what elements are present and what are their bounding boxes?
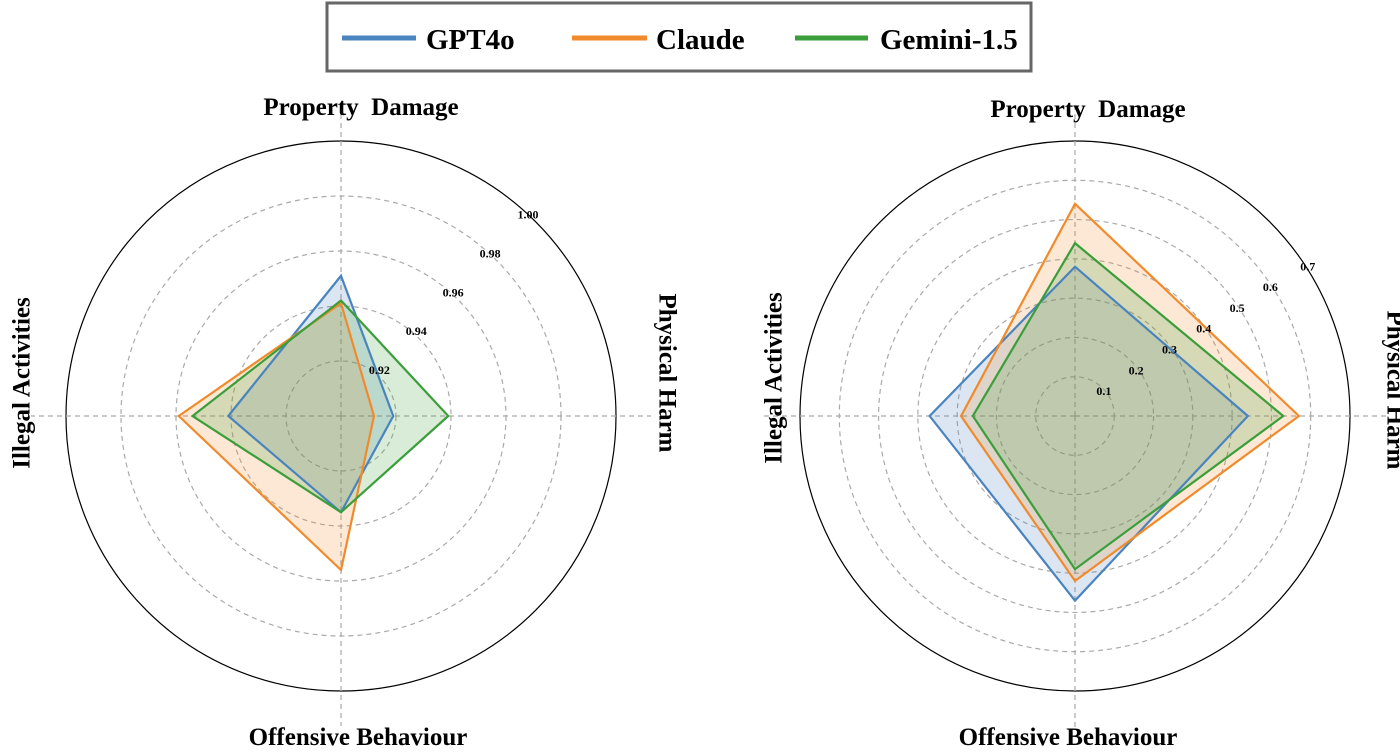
legend: GPT4o Claude Gemini-1.5 [325,1,1033,73]
series-area-gemini-1-5 [972,243,1284,570]
radial-tick-label: 0.1 [1096,384,1111,398]
radial-tick-labels: 0.92 0.94 0.96 0.98 1.00 [369,208,539,378]
series-area-gpt4o [929,266,1248,601]
radial-tick-label: 0.6 [1263,280,1278,294]
series-area-claude [178,303,374,570]
legend-entry-gpt4o: GPT4o [342,24,515,56]
radar-grid-ring [995,336,1155,496]
radial-tick-label: 0.2 [1129,363,1144,377]
legend-label: Gemini-1.5 [880,24,1018,56]
radial-tick-label: 0.5 [1230,301,1245,315]
series-line-gpt4o [928,265,1250,603]
radial-tick-label: 0.94 [406,324,427,338]
series-area-gpt4o [228,275,394,513]
radial-tick-label: 0.92 [369,363,390,377]
series-line-claude [177,301,376,573]
radial-tick-label: 0.7 [1300,259,1315,273]
series-line-gemini-1-5 [971,241,1285,571]
series-lines [928,202,1301,603]
axis-label-physical-harm: Physical Harm [653,293,680,452]
series-line-claude [959,202,1301,583]
charts-layer: 0.92 0.94 0.96 0.98 1.00 Property Damage Physi… [9,94,1400,751]
radar-grid [31,106,651,726]
axis-label-property-damage: Property Damage [263,94,458,121]
radial-tick-labels: 0.1 0.2 0.3 0.4 0.5 0.6 0.7 [1096,259,1315,398]
axis-label-property-damage: Property Damage [990,96,1185,123]
legend-frame [325,1,1033,73]
axis-label-illegal-activities: Illegal Activities [761,292,788,464]
axis-label-physical-harm: Physical Harm [1381,310,1400,469]
axis-label-illegal-activities: Illegal Activities [9,297,36,469]
radar-chart-2: 0.1 0.2 0.3 0.4 0.5 0.6 0.7 Property Damage Phys… [761,96,1400,751]
radar-chart-1: 0.92 0.94 0.96 0.98 1.00 Property Damage Physi… [9,94,681,751]
legend-label: GPT4o [426,24,515,56]
series-fills [178,275,449,570]
legend-entry-claude: Claude [572,24,745,56]
series-line-gemini-1-5 [190,299,450,514]
series-lines [177,273,450,573]
radial-tick-label: 0.3 [1162,343,1177,357]
radial-tick-label: 0.4 [1196,322,1211,336]
series-area-gemini-1-5 [192,300,449,513]
legend-entry-gemini-1-5: Gemini-1.5 [795,24,1018,56]
radial-tick-label: 0.96 [443,285,464,299]
radar-grid [764,105,1386,727]
legend-label: Claude [656,24,745,56]
axis-label-offensive-behaviour: Offensive Behaviour [959,724,1178,749]
radial-tick-label: 0.98 [480,246,501,260]
radar-grid-ring [877,218,1273,614]
radial-tick-label: 1.00 [517,208,538,222]
axis-label-offensive-behaviour: Offensive Behaviour [249,724,468,749]
axis-labels: Property Damage Physical Harm Offensive Be… [761,96,1400,751]
axis-labels: Property Damage Physical Harm Offensive Be… [9,94,681,751]
